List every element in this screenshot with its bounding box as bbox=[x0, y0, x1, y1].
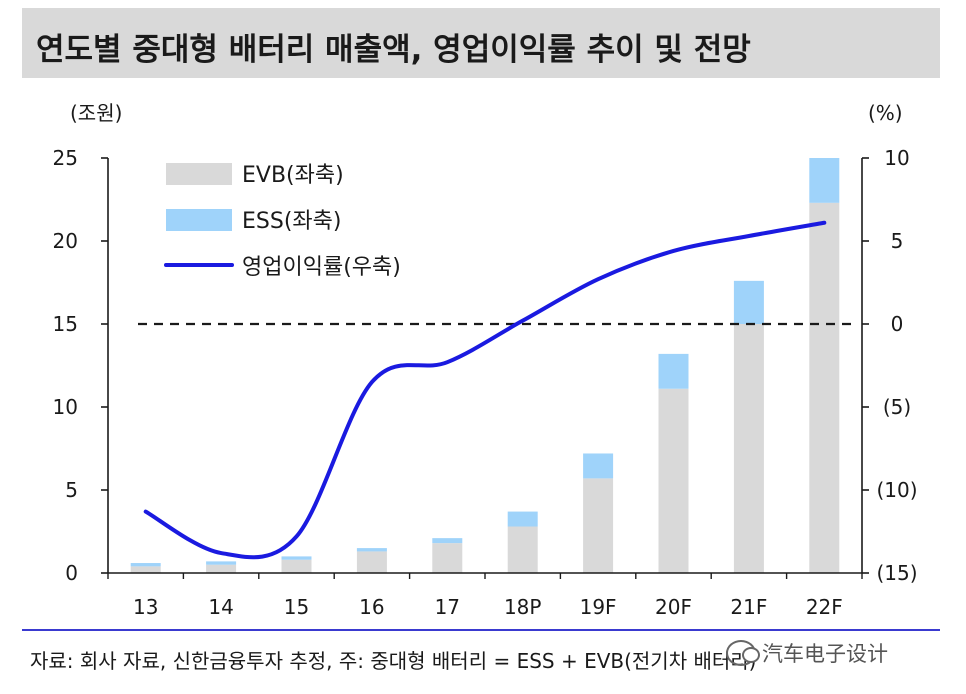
left-tick-label: 15 bbox=[53, 312, 78, 336]
wechat-icon bbox=[726, 640, 760, 666]
bar-evb-21F bbox=[733, 324, 764, 573]
x-tick-label-18P: 18P bbox=[504, 595, 542, 619]
right-tick-label: 0 bbox=[891, 312, 904, 336]
bar-evb-14 bbox=[206, 564, 237, 573]
bar-ess-20F bbox=[658, 353, 689, 389]
legend-swatch-evb bbox=[166, 163, 232, 185]
right-tick-label: (5) bbox=[883, 395, 911, 419]
legend-swatch-ess bbox=[166, 209, 232, 231]
operating-margin-line bbox=[143, 220, 827, 560]
x-tick-label-14: 14 bbox=[208, 595, 233, 619]
bar-ess-16 bbox=[356, 548, 387, 552]
bar-evb-17 bbox=[432, 543, 463, 573]
left-tick-label: 20 bbox=[53, 229, 78, 253]
right-tick-label: (15) bbox=[876, 561, 917, 585]
right-tick-label: 5 bbox=[891, 229, 904, 253]
margin-point-18P bbox=[522, 320, 524, 322]
bar-ess-13 bbox=[130, 563, 161, 567]
legend-label-ess: ESS(좌축) bbox=[242, 209, 341, 234]
margin-point-15 bbox=[296, 535, 297, 537]
left-axis-unit: (조원) bbox=[70, 101, 122, 125]
chart: 0 5 10 15 20 25 (15) (10) (5) 0 5 10 13 14 15 16 17 18P 19… bbox=[53, 101, 918, 619]
margin-point-21F bbox=[748, 235, 750, 237]
bar-evb-18P bbox=[507, 526, 538, 573]
left-tick-label: 10 bbox=[53, 395, 78, 419]
right-tick-label: (10) bbox=[876, 478, 917, 502]
x-tick-label-20F: 20F bbox=[655, 595, 692, 619]
margin-point-22F bbox=[823, 222, 825, 224]
bar-ess-22F bbox=[809, 158, 840, 203]
left-tick-label: 5 bbox=[65, 478, 78, 502]
source-note: 자료: 회사 자료, 신한금융투자 추정, 주: 중대형 배터리 = ESS +… bbox=[30, 649, 757, 673]
x-tick-label-17: 17 bbox=[435, 595, 460, 619]
bar-evb-22F bbox=[809, 202, 840, 573]
bar-ess-15 bbox=[281, 556, 312, 560]
bar-evb-15 bbox=[281, 559, 312, 573]
legend-label-evb: EVB(좌축) bbox=[242, 163, 344, 188]
x-tick-label-16: 16 bbox=[359, 595, 384, 619]
bar-ess-17 bbox=[432, 538, 463, 544]
left-tick-label: 25 bbox=[53, 146, 78, 170]
title-bar bbox=[22, 8, 940, 78]
margin-point-16 bbox=[371, 381, 373, 383]
axes: 0 5 10 15 20 25 (15) (10) (5) 0 5 10 13 14 15 16 17 18P 19… bbox=[53, 146, 918, 619]
bar-evb-13 bbox=[130, 566, 161, 573]
x-tick-label-19F: 19F bbox=[580, 595, 617, 619]
bar-evb-19F bbox=[583, 478, 614, 573]
margin-point-14 bbox=[220, 552, 222, 554]
x-tick-label-21F: 21F bbox=[730, 595, 767, 619]
bar-layer bbox=[130, 158, 840, 573]
right-axis-unit: (%) bbox=[868, 101, 903, 125]
x-tick-label-15: 15 bbox=[284, 595, 309, 619]
margin-point-17 bbox=[446, 361, 448, 363]
bar-evb-20F bbox=[658, 388, 689, 573]
footer-divider bbox=[22, 629, 940, 631]
margin-line-layer bbox=[143, 220, 827, 560]
x-tick-label-22F: 22F bbox=[806, 595, 843, 619]
right-tick-label: 10 bbox=[884, 146, 909, 170]
bar-ess-21F bbox=[733, 280, 764, 324]
x-tick-label-13: 13 bbox=[133, 595, 158, 619]
margin-point-13 bbox=[145, 511, 147, 513]
left-tick-label: 0 bbox=[65, 561, 78, 585]
bar-ess-19F bbox=[583, 453, 614, 479]
bar-evb-16 bbox=[356, 551, 387, 573]
bar-ess-14 bbox=[206, 561, 237, 565]
margin-point-20F bbox=[673, 250, 674, 252]
bar-ess-18P bbox=[507, 511, 538, 527]
legend: EVB(좌축) ESS(좌축) 영업이익률(우축) bbox=[164, 163, 401, 280]
margin-point-19F bbox=[597, 278, 599, 280]
watermark-text: 汽车电子设计 bbox=[762, 642, 888, 666]
chart-title: 연도별 중대형 배터리 매출액, 영업이익률 추이 및 전망 bbox=[36, 32, 751, 68]
watermark: 汽车电子设计 bbox=[726, 638, 888, 668]
legend-label-margin: 영업이익률(우축) bbox=[242, 255, 401, 280]
